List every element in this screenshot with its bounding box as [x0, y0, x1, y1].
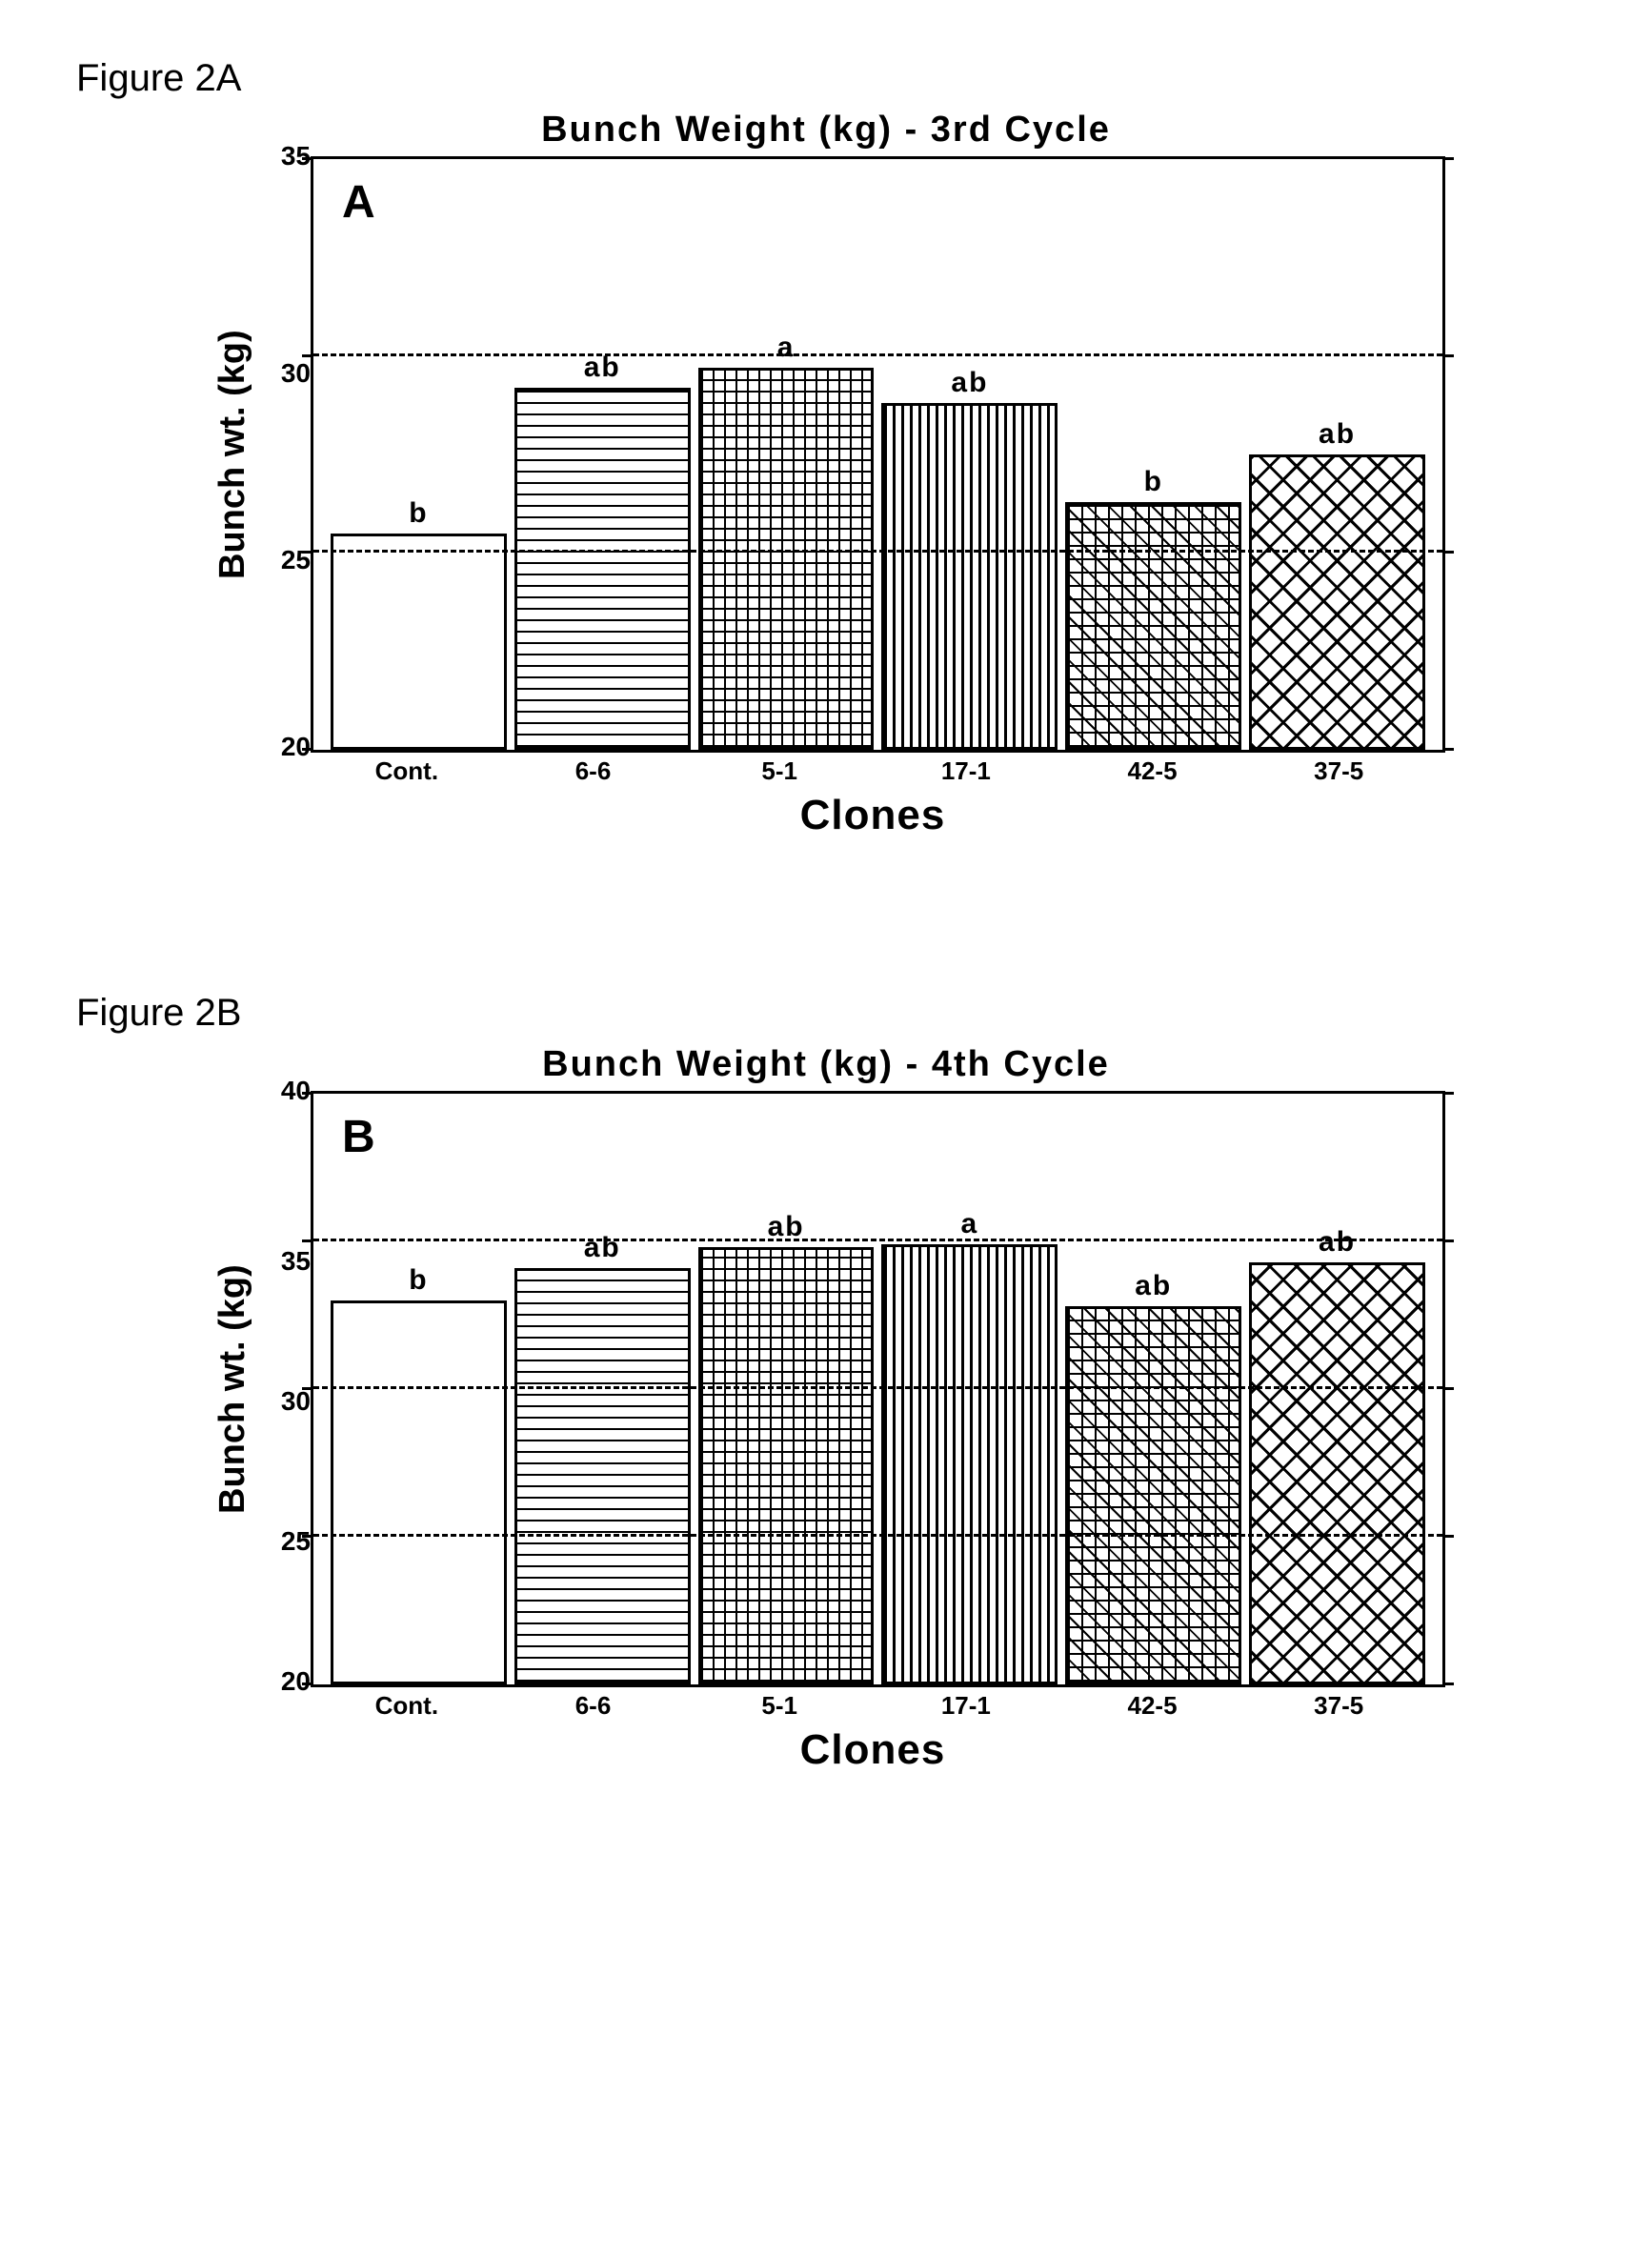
ytick-label: 20: [253, 732, 311, 762]
significance-label: b: [409, 1264, 428, 1297]
chart-b-bars: b ab ab a ab ab: [313, 1094, 1442, 1684]
bar: [514, 388, 691, 750]
chart-a: Bunch Weight (kg) - 3rd Cycle Bunch wt. …: [207, 110, 1445, 839]
ytick-label: 40: [253, 1076, 311, 1106]
chart-a-ylabel: Bunch wt. (kg): [207, 156, 253, 753]
significance-label: a: [777, 332, 796, 364]
xtick-label: 17-1: [876, 756, 1056, 786]
bar-slot: ab: [514, 1232, 691, 1684]
ytick-mark-right: [1442, 1239, 1454, 1242]
ytick-mark: [302, 354, 313, 357]
ytick-mark: [302, 1387, 313, 1390]
ytick-mark-right: [1442, 157, 1454, 160]
xtick-label: 6-6: [504, 756, 683, 786]
bar: [1249, 1262, 1425, 1684]
xtick-label: 17-1: [876, 1691, 1056, 1721]
bar: [331, 1300, 507, 1684]
significance-label: a: [961, 1208, 979, 1240]
bar: [698, 1247, 875, 1684]
chart-a-plot: A babaabbab: [311, 156, 1445, 753]
chart-a-xticklabels: Cont. 6-65-117-142-537-5: [300, 753, 1445, 786]
bar-slot: b: [331, 1264, 507, 1684]
ytick-label: 35: [253, 1246, 311, 1277]
bar-slot: ab: [881, 367, 1058, 750]
xtick-label: 42-5: [1063, 1691, 1242, 1721]
gridline: [313, 1239, 1442, 1241]
bar: [1065, 502, 1241, 750]
chart-b: Bunch Weight (kg) - 4th Cycle Bunch wt. …: [207, 1044, 1445, 1774]
gridline: [313, 1386, 1442, 1389]
xtick-label: Cont.: [317, 1691, 496, 1721]
xtick-label: Cont.: [317, 756, 496, 786]
bar-slot: ab: [698, 1211, 875, 1684]
chart-b-plot: B bababaabab: [311, 1091, 1445, 1687]
xtick-label: 37-5: [1249, 1691, 1428, 1721]
ytick-mark: [302, 748, 313, 751]
ytick-label: 30: [253, 1386, 311, 1417]
chart-a-xlabel: Clones: [300, 792, 1445, 839]
bar: [881, 1244, 1058, 1684]
chart-a-bars: b ab a ab b ab: [313, 159, 1442, 750]
bar: [514, 1268, 691, 1684]
bar: [331, 534, 507, 750]
ytick-mark: [302, 1683, 313, 1685]
gridline: [313, 353, 1442, 356]
xtick-label: 5-1: [690, 1691, 869, 1721]
bar: [698, 368, 875, 750]
bar-slot: ab: [1065, 1270, 1241, 1684]
ytick-mark-right: [1442, 551, 1454, 554]
bar: [1065, 1306, 1241, 1684]
ytick-label: 30: [253, 358, 311, 389]
ytick-mark-right: [1442, 1387, 1454, 1390]
xtick-label: 37-5: [1249, 756, 1428, 786]
ytick-mark: [302, 157, 313, 160]
bar-slot: a: [698, 332, 875, 750]
chart-b-xticklabels: Cont. 6-65-117-142-537-5: [300, 1687, 1445, 1721]
chart-b-ylabel: Bunch wt. (kg): [207, 1091, 253, 1687]
xtick-label: 5-1: [690, 756, 869, 786]
bar-slot: a: [881, 1208, 1058, 1684]
gridline: [313, 550, 1442, 553]
ytick-mark-right: [1442, 1535, 1454, 1538]
significance-label: ab: [951, 367, 988, 399]
ytick-mark: [302, 1239, 313, 1242]
significance-label: ab: [1319, 1226, 1356, 1259]
gridline: [313, 1534, 1442, 1537]
figure-b-label: Figure 2B: [76, 992, 1614, 1035]
ytick-mark-right: [1442, 354, 1454, 357]
significance-label: b: [409, 497, 428, 530]
xtick-label: 6-6: [504, 1691, 683, 1721]
ytick-label: 35: [253, 141, 311, 171]
bar: [881, 403, 1058, 750]
chart-b-yticks: 4035302520: [253, 1091, 311, 1682]
ytick-label: 25: [253, 1526, 311, 1557]
significance-label: ab: [1319, 418, 1356, 451]
ytick-label: 25: [253, 545, 311, 575]
chart-a-title: Bunch Weight (kg) - 3rd Cycle: [207, 110, 1445, 151]
ytick-mark: [302, 1535, 313, 1538]
bar-slot: b: [331, 497, 507, 750]
figure-a-label: Figure 2A: [76, 57, 1614, 100]
xtick-label: 42-5: [1063, 756, 1242, 786]
ytick-label: 20: [253, 1666, 311, 1697]
bar-slot: b: [1065, 466, 1241, 750]
chart-b-title: Bunch Weight (kg) - 4th Cycle: [207, 1044, 1445, 1085]
bar: [1249, 454, 1425, 750]
chart-b-xlabel: Clones: [300, 1726, 1445, 1774]
significance-label: ab: [584, 352, 621, 384]
significance-label: ab: [1135, 1270, 1172, 1302]
ytick-mark-right: [1442, 748, 1454, 751]
ytick-mark: [302, 551, 313, 554]
bar-slot: ab: [1249, 1226, 1425, 1684]
significance-label: ab: [584, 1232, 621, 1264]
significance-label: b: [1144, 466, 1163, 498]
ytick-mark-right: [1442, 1683, 1454, 1685]
bar-slot: ab: [1249, 418, 1425, 750]
ytick-mark: [302, 1092, 313, 1095]
chart-a-yticks: 35302520: [253, 156, 311, 747]
ytick-mark-right: [1442, 1092, 1454, 1095]
